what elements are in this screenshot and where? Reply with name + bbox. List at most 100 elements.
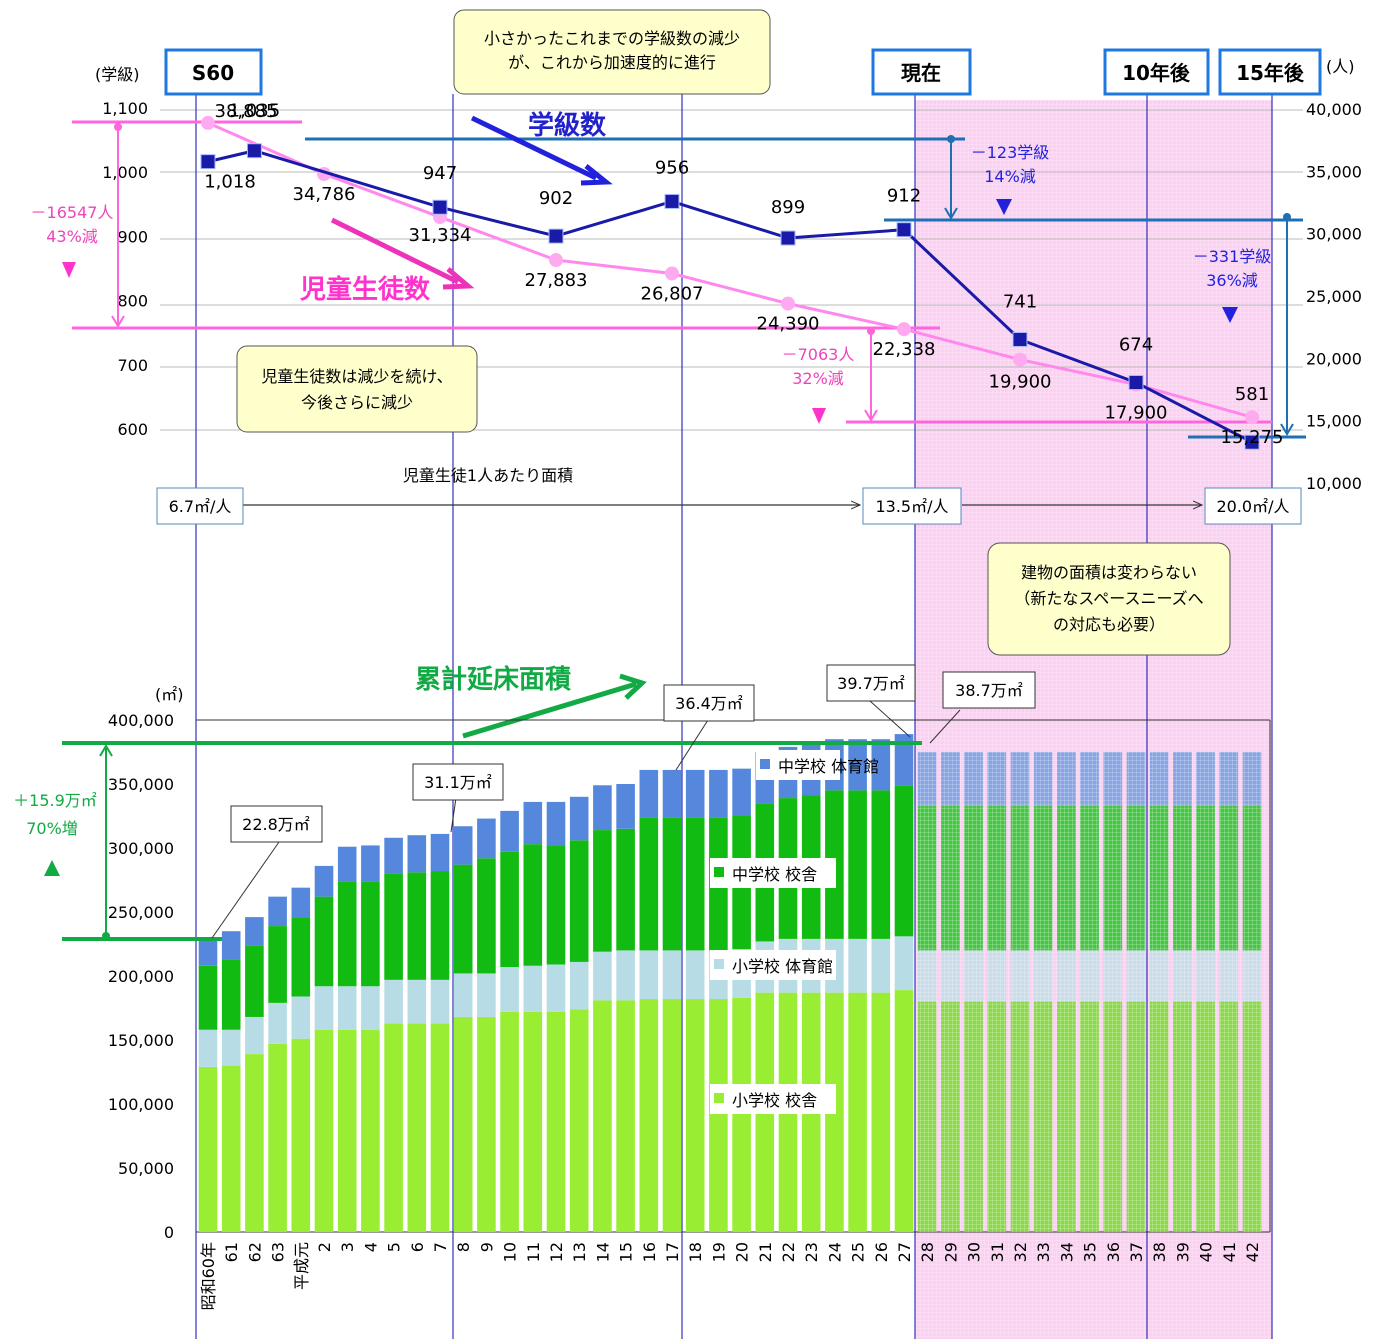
- bar-annotations: 22.8万㎡ 31.1万㎡ 36.4万㎡ 39.7万㎡ 38.7万㎡: [211, 664, 1036, 939]
- bar-segment-texture: [917, 950, 937, 1002]
- bar-segment-texture: [1010, 1001, 1030, 1232]
- per-student-area-title: 児童生徒1人あたり面積: [403, 466, 573, 485]
- bar-segment-texture: [1033, 752, 1053, 806]
- bar-tick-label: 100,000: [108, 1095, 174, 1114]
- bar-segment: [894, 990, 914, 1232]
- bar-x-label: 23: [802, 1242, 821, 1262]
- right-tick-label: 35,000: [1306, 162, 1362, 181]
- bar-x-label: 63: [269, 1242, 288, 1262]
- classes-point: [1012, 331, 1028, 347]
- bar-segment: [291, 1038, 311, 1232]
- bar-segment: [407, 872, 427, 980]
- legend-swatch: [714, 959, 724, 969]
- bar-x-label: 8: [454, 1242, 473, 1252]
- svg-text:39.7万㎡: 39.7万㎡: [837, 674, 905, 693]
- bar-x-label: 40: [1197, 1242, 1216, 1262]
- bar-segment: [685, 999, 705, 1232]
- bar-segment: [500, 967, 519, 1012]
- bar-segment: [593, 830, 612, 952]
- bar-segment-texture: [1196, 950, 1215, 1002]
- bar-segment-texture: [1196, 752, 1215, 806]
- bar-x-label: 16: [640, 1242, 659, 1262]
- bar-segment-texture: [1173, 752, 1192, 806]
- bar-segment: [523, 965, 543, 1012]
- bar-segment: [616, 784, 635, 829]
- bar-segment: [593, 951, 612, 1001]
- svg-text:現在: 現在: [901, 61, 941, 85]
- bar-x-label: 12: [547, 1242, 566, 1262]
- bar-x-label: 20: [733, 1242, 752, 1262]
- bar-segment: [616, 950, 635, 1001]
- bar-segment: [430, 871, 450, 980]
- milestone-s60: S60: [164, 48, 263, 96]
- bar-segment: [616, 828, 635, 951]
- bar-segment: [221, 959, 241, 1030]
- bar-segment: [291, 996, 311, 1039]
- bar-segment: [361, 881, 380, 987]
- bar-x-label: 36: [1104, 1242, 1123, 1262]
- bar-x-label: 3: [338, 1242, 357, 1252]
- bar-segment-texture: [1219, 752, 1239, 806]
- classes-value-label: 741: [1003, 291, 1037, 312]
- bar-segment: [871, 739, 891, 791]
- svg-text:建物の面積は変わらない（新たなスペースニーズへの対応も必要）: 建物の面積は変わらない（新たなスペースニーズへの対応も必要）: [1014, 563, 1203, 634]
- students-value-label: 27,883: [525, 270, 588, 291]
- series-title-classes: 学級数: [528, 110, 607, 141]
- bar-segment-texture: [917, 1001, 937, 1232]
- bar-segment-texture: [941, 1001, 960, 1232]
- bar-segment: [709, 769, 728, 818]
- bar-segment: [662, 950, 682, 1000]
- bar-segment: [546, 964, 566, 1012]
- students-point: [1245, 410, 1259, 425]
- bar-segment: [245, 917, 264, 946]
- bar-segment: [477, 818, 496, 859]
- legend-swatch: [714, 867, 724, 877]
- bar-segment: [685, 817, 705, 951]
- bar-segment: [546, 845, 566, 965]
- students-point: [201, 115, 215, 130]
- bar-segment: [430, 979, 450, 1024]
- bar-segment-texture: [941, 805, 960, 951]
- bar-segment-texture: [1033, 805, 1053, 951]
- bar-tick-label: 200,000: [108, 967, 174, 986]
- bar-segment: [198, 940, 218, 966]
- students-value-label: 22,338: [873, 339, 936, 360]
- bar-segment-texture: [1126, 752, 1146, 806]
- bar-segment: [639, 769, 659, 818]
- right-tick-label: 10,000: [1306, 474, 1362, 493]
- bar-x-label: 4: [361, 1242, 380, 1252]
- students-point: [665, 266, 679, 281]
- bar-segment: [384, 873, 403, 980]
- bar-segment: [523, 1011, 543, 1232]
- students-line: [207, 121, 1253, 419]
- bar-x-label: 29: [941, 1242, 960, 1262]
- svg-text:13.5㎡/人: 13.5㎡/人: [875, 497, 948, 516]
- classes-value-label: 956: [655, 157, 689, 178]
- bar-x-label: 15: [617, 1242, 636, 1262]
- bar-segment: [662, 999, 682, 1232]
- bar-segment: [268, 896, 287, 927]
- bar-segment: [732, 768, 751, 816]
- bar-segment-texture: [964, 1001, 983, 1232]
- bar-x-label: 平成元: [292, 1242, 311, 1290]
- classes-point: [432, 199, 448, 215]
- bar-segment: [453, 1016, 473, 1232]
- bar-segment-texture: [1173, 950, 1192, 1002]
- bar-segment-texture: [917, 805, 937, 951]
- bar-segment-texture: [1173, 805, 1192, 951]
- bar-y-unit: (㎡): [155, 685, 184, 704]
- bar-segment-texture: [1219, 1001, 1239, 1232]
- classes-value-label: 902: [539, 188, 573, 209]
- bar-segment-texture: [964, 950, 983, 1002]
- bar-segment-texture: [1033, 1001, 1053, 1232]
- bar-segment: [500, 1011, 519, 1232]
- classes-value-label: 581: [1235, 384, 1269, 405]
- students-point: [897, 322, 911, 337]
- left-tick-label: 800: [117, 292, 148, 311]
- bar-segment: [430, 833, 450, 872]
- change-students-future: －7063人 32%減: [782, 345, 855, 388]
- floor-area-change: ＋15.9万㎡ 70%増: [13, 741, 922, 941]
- milestone-lines: [195, 94, 1273, 1339]
- bar-x-label: 28: [918, 1242, 937, 1262]
- change-students-total: －16547人 43%減: [31, 203, 114, 246]
